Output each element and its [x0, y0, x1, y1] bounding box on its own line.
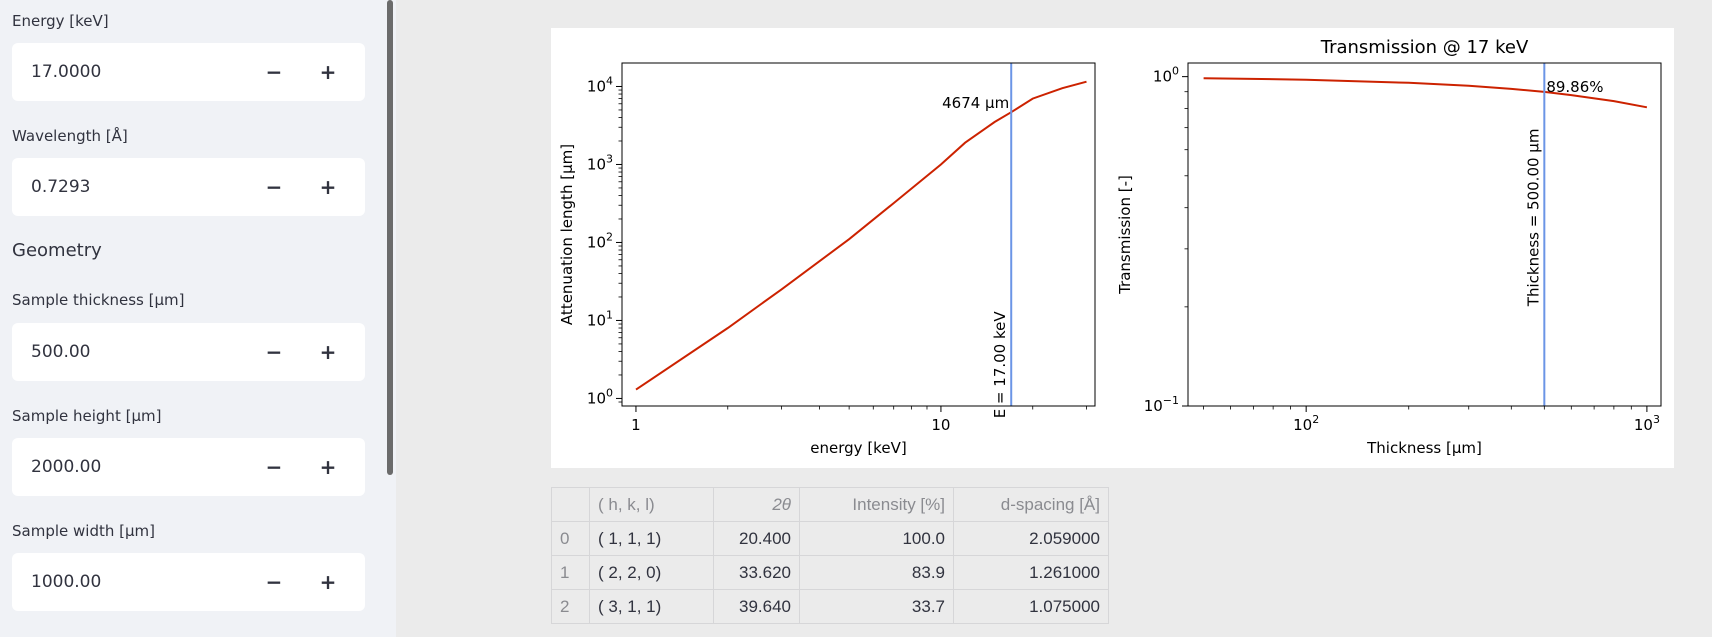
y-tick-label: 104 — [587, 74, 613, 95]
chart-title: Transmission @ 17 keV — [1320, 37, 1529, 58]
table-header-row: ( h, k, l) 2θ Intensity [%] d-spacing [Å… — [551, 487, 1109, 522]
marker-vline-label: Thickness = 500.00 µm — [1524, 129, 1542, 308]
y-tick-label: 10−1 — [1144, 394, 1179, 415]
cell-intensity: 83.9 — [799, 555, 954, 590]
table-row: 2 ( 3, 1, 1) 39.640 33.7 1.075000 — [551, 589, 1109, 624]
x-tick-label: 102 — [1293, 413, 1319, 434]
energy-value[interactable]: 17.0000 — [31, 62, 102, 82]
value-annotation: 89.86% — [1546, 78, 1603, 96]
series-line — [1203, 77, 1648, 109]
row-index: 0 — [551, 521, 590, 556]
height-decrement-button[interactable]: − — [265, 455, 283, 479]
table-row: 1 ( 2, 2, 0) 33.620 83.9 1.261000 — [551, 555, 1109, 590]
cell-d-spacing: 1.261000 — [953, 555, 1109, 590]
energy-increment-button[interactable]: + — [319, 60, 337, 84]
x-tick-label: 103 — [1634, 413, 1660, 434]
width-label: Sample width [µm] — [12, 522, 155, 540]
y-tick-label: 102 — [587, 230, 613, 251]
figure: 1 10 100 101 102 103 104 E = 17.00 keV 4674 µm en… — [551, 28, 1674, 468]
wavelength-decrement-button[interactable]: − — [265, 175, 283, 199]
y-tick-label: 100 — [1153, 65, 1179, 86]
cell-two-theta: 39.640 — [713, 589, 800, 624]
wavelength-label: Wavelength [Å] — [12, 127, 128, 145]
thickness-increment-button[interactable]: + — [319, 340, 337, 364]
thickness-value[interactable]: 500.00 — [31, 342, 91, 362]
energy-input[interactable]: 17.0000 − + — [12, 43, 365, 101]
figure-svg: 1 10 100 101 102 103 104 E = 17.00 keV 4674 µm en… — [558, 37, 1662, 457]
energy-decrement-button[interactable]: − — [265, 60, 283, 84]
cell-intensity: 100.0 — [799, 521, 954, 556]
width-value[interactable]: 1000.00 — [31, 572, 102, 592]
width-input[interactable]: 1000.00 − + — [12, 553, 365, 611]
sidebar: Energy [keV] 17.0000 − + Wavelength [Å] … — [0, 0, 396, 637]
x-axis-label: energy [keV] — [810, 439, 906, 457]
cell-two-theta: 33.620 — [713, 555, 800, 590]
height-value[interactable]: 2000.00 — [31, 457, 102, 477]
height-increment-button[interactable]: + — [319, 455, 337, 479]
header-hkl[interactable]: ( h, k, l) — [589, 487, 714, 522]
axes-frame — [1187, 62, 1662, 407]
value-annotation: 4674 µm — [942, 94, 1009, 112]
cell-d-spacing: 2.059000 — [953, 521, 1109, 556]
sidebar-scrollbar[interactable] — [387, 0, 393, 475]
header-d-spacing[interactable]: d-spacing [Å] — [953, 487, 1109, 522]
y-tick-label: 103 — [587, 152, 613, 173]
row-index: 2 — [551, 589, 590, 624]
width-increment-button[interactable]: + — [319, 570, 337, 594]
wavelength-increment-button[interactable]: + — [319, 175, 337, 199]
x-tick-label: 10 — [931, 416, 950, 434]
table-row: 0 ( 1, 1, 1) 20.400 100.0 2.059000 — [551, 521, 1109, 556]
wavelength-input[interactable]: 0.7293 − + — [12, 158, 365, 216]
wavelength-value[interactable]: 0.7293 — [31, 177, 91, 197]
cell-hkl: ( 3, 1, 1) — [589, 589, 714, 624]
cell-d-spacing: 1.075000 — [953, 589, 1109, 624]
y-axis-label: Attenuation length [µm] — [558, 144, 576, 325]
x-tick-label: 1 — [631, 416, 641, 434]
height-label: Sample height [µm] — [12, 407, 162, 425]
y-axis-label: Transmission [-] — [1116, 175, 1134, 295]
header-index — [551, 487, 590, 522]
height-input[interactable]: 2000.00 − + — [12, 438, 365, 496]
chart-panel: 102 103 100 10−1 Thickness = 500.00 µm 89.86%… — [1116, 37, 1662, 457]
width-decrement-button[interactable]: − — [265, 570, 283, 594]
cell-hkl: ( 2, 2, 0) — [589, 555, 714, 590]
header-two-theta[interactable]: 2θ — [713, 487, 800, 522]
y-tick-label: 101 — [587, 308, 613, 329]
marker-vline-label: E = 17.00 keV — [991, 311, 1009, 419]
header-intensity[interactable]: Intensity [%] — [799, 487, 954, 522]
cell-hkl: ( 1, 1, 1) — [589, 521, 714, 556]
axes-frame — [621, 62, 1096, 407]
reflections-table: ( h, k, l) 2θ Intensity [%] d-spacing [Å… — [551, 487, 1109, 624]
x-axis-label: Thickness [µm] — [1366, 439, 1482, 457]
thickness-label: Sample thickness [µm] — [12, 291, 185, 309]
thickness-decrement-button[interactable]: − — [265, 340, 283, 364]
row-index: 1 — [551, 555, 590, 590]
cell-two-theta: 20.400 — [713, 521, 800, 556]
geometry-header: Geometry — [12, 240, 102, 261]
thickness-input[interactable]: 500.00 − + — [12, 323, 365, 381]
chart-panel: 1 10 100 101 102 103 104 E = 17.00 keV 4674 µm en… — [558, 62, 1096, 457]
energy-label: Energy [keV] — [12, 12, 109, 30]
y-tick-label: 100 — [587, 386, 613, 407]
cell-intensity: 33.7 — [799, 589, 954, 624]
series-line — [635, 80, 1087, 391]
